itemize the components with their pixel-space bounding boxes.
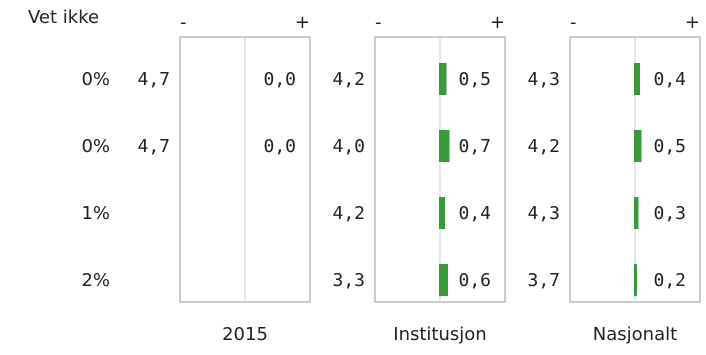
vet-ikke-value: 2% <box>81 270 110 291</box>
column-header-vet-ikke: Vet ikke <box>28 7 99 28</box>
panels: - +4,7 4,7 0,0 0,0 2015 - +4,2 4,0 4,2 3,3 0,5 0,7 0,… <box>137 12 701 345</box>
sd-bar <box>634 264 637 296</box>
mean-label: 4,0 <box>332 136 365 157</box>
sd-bar <box>439 63 447 95</box>
scale-minus-label: - <box>180 12 187 33</box>
mean-label: 4,2 <box>332 69 365 90</box>
panel: - +4,2 4,0 4,2 3,3 0,5 0,7 0,4 0,6 Institusjon <box>332 12 506 345</box>
sd-label: 0,4 <box>653 69 686 90</box>
sd-label: 0,2 <box>653 270 686 291</box>
mean-label: 4,2 <box>527 136 560 157</box>
scale-plus-label: + <box>490 12 505 33</box>
sd-label: 0,5 <box>653 136 686 157</box>
sd-bar <box>439 197 445 229</box>
mean-label: 4,7 <box>137 69 170 90</box>
sd-bar <box>634 130 642 162</box>
sd-label: 0,4 <box>458 203 491 224</box>
mean-label: 4,3 <box>527 69 560 90</box>
panel-label: Nasjonalt <box>593 324 677 345</box>
sd-label: 0,6 <box>458 270 491 291</box>
sd-label: 0,3 <box>653 203 686 224</box>
sd-label: 0,0 <box>263 136 296 157</box>
panel-label: Institusjon <box>393 324 486 345</box>
sd-label: 0,7 <box>458 136 491 157</box>
vet-ikke-value: 1% <box>81 203 110 224</box>
sd-label: 0,0 <box>263 69 296 90</box>
scale-plus-label: + <box>685 12 700 33</box>
mean-label: 4,3 <box>527 203 560 224</box>
panel: - +4,7 4,7 0,0 0,0 2015 <box>137 12 311 345</box>
panel: - +4,3 4,2 4,3 3,7 0,4 0,5 0,3 0,2 Nasjonalt <box>527 12 701 345</box>
mean-label: 3,7 <box>527 270 560 291</box>
mean-label: 3,3 <box>332 270 365 291</box>
sd-bar <box>634 197 639 229</box>
vet-ikke-column: 0% 0% 1% 2% <box>81 69 110 291</box>
vet-ikke-value: 0% <box>81 69 110 90</box>
scale-plus-label: + <box>295 12 310 33</box>
scale-minus-label: - <box>375 12 382 33</box>
sd-bar <box>634 63 640 95</box>
panel-label: 2015 <box>222 324 268 345</box>
scale-minus-label: - <box>570 12 577 33</box>
mean-label: 4,7 <box>137 136 170 157</box>
vet-ikke-value: 0% <box>81 136 110 157</box>
mean-label: 4,2 <box>332 203 365 224</box>
sd-bar <box>439 264 448 296</box>
sd-label: 0,5 <box>458 69 491 90</box>
sd-bar <box>439 130 450 162</box>
